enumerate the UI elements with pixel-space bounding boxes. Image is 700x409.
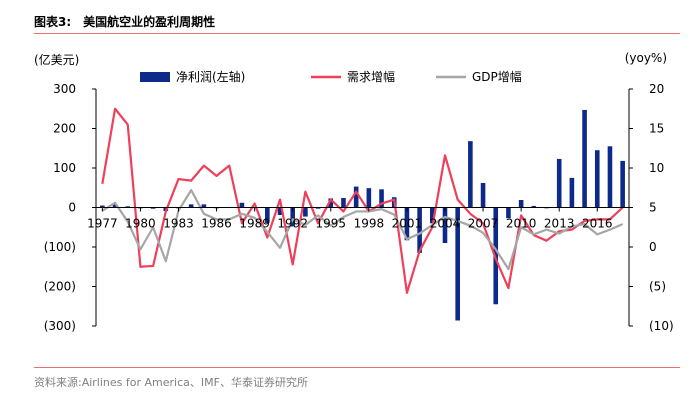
left-tick-label: (200) xyxy=(44,280,76,294)
x-tick-label: 1995 xyxy=(316,217,347,231)
growth-lines xyxy=(101,107,624,294)
profit-bar-1995 xyxy=(328,198,334,208)
profit-bar-2003 xyxy=(430,207,435,224)
profit-bar-1984 xyxy=(188,204,194,208)
profit-bar-1991 xyxy=(277,207,283,215)
demand-growth-line xyxy=(101,107,624,294)
x-tick-label: 2001 xyxy=(392,217,423,231)
left-axis-unit: (亿美元) xyxy=(34,52,79,67)
left-tick-label: (100) xyxy=(44,240,76,254)
profit-bar-2010 xyxy=(518,200,524,208)
profit-bar-2011 xyxy=(531,205,537,208)
bottom-rule xyxy=(34,367,680,368)
profit-bar-1990 xyxy=(265,207,270,223)
right-tick-label: 15 xyxy=(649,122,664,136)
x-tick-label: 2010 xyxy=(506,217,537,231)
x-tick-label: 2004 xyxy=(430,217,461,231)
x-tick-label: 1977 xyxy=(87,217,118,231)
right-tick-label: 20 xyxy=(649,82,664,96)
profit-bar-1978 xyxy=(112,204,118,208)
profit-bar-2002 xyxy=(417,207,422,253)
profit-bar-2004 xyxy=(442,207,448,244)
profit-bar-1988 xyxy=(239,202,245,208)
source-note: 资料来源:Airlines for America、IMF、华泰证券研究所 xyxy=(34,376,308,389)
profit-bar-1977 xyxy=(100,205,105,208)
top-rule xyxy=(34,33,680,34)
left-tick-label: 300 xyxy=(53,82,76,96)
profit-bar-1998 xyxy=(366,188,372,208)
legend-label-profit: 净利润(左轴) xyxy=(176,69,245,84)
right-tick-label: 0 xyxy=(649,240,657,254)
left-tick-label: 100 xyxy=(53,161,76,175)
x-tick-label: 1989 xyxy=(239,217,270,231)
profit-bar-2009 xyxy=(506,207,511,219)
x-tick-label: 2013 xyxy=(544,217,575,231)
right-axis-unit: (yoy%) xyxy=(625,51,667,65)
profit-bar-1992 xyxy=(290,207,295,227)
x-tick-label: 1983 xyxy=(163,217,194,231)
figure-label: 图表3: xyxy=(34,15,72,29)
right-tick-label: 10 xyxy=(649,161,664,175)
profit-bar-1994 xyxy=(315,207,321,209)
profit-bar-2001 xyxy=(404,207,410,241)
profit-bar-1985 xyxy=(201,204,207,208)
profit-bar-1981 xyxy=(150,207,156,209)
profit-bar-2006 xyxy=(468,141,473,208)
profit-bar-1999 xyxy=(379,189,384,208)
legend-swatch-profit xyxy=(140,72,170,82)
profit-bar-2017 xyxy=(607,146,613,208)
profit-bar-1979 xyxy=(125,206,131,208)
right-tick-label: (5) xyxy=(649,280,666,294)
profit-bar-1996 xyxy=(341,198,346,208)
left-tick-label: 0 xyxy=(68,201,76,215)
profit-bar-2018 xyxy=(620,160,625,208)
chart-axes: 300 200 100 0 (100) (200) (300) 20 15 10 5 0 (5) (10)… xyxy=(34,51,674,333)
profit-bar-2005 xyxy=(455,207,460,321)
right-tick-label: (10) xyxy=(649,319,674,333)
figure-header: 图表3: 美国航空业的盈利周期性 xyxy=(34,13,215,30)
profit-bar-2016 xyxy=(594,150,600,208)
right-tick-label: 5 xyxy=(649,201,657,215)
x-tick-label: 1986 xyxy=(201,217,232,231)
x-tick-label: 1992 xyxy=(277,217,308,231)
x-tick-label: 2007 xyxy=(468,217,499,231)
gdp-growth-line xyxy=(101,189,624,271)
legend-label-demand: 需求增幅 xyxy=(347,69,395,84)
left-tick-label: (300) xyxy=(44,319,76,333)
profit-bar-1997 xyxy=(353,186,359,208)
x-tick-label: 1998 xyxy=(354,217,385,231)
profit-bar-2013 xyxy=(556,158,562,208)
profit-bar-2007 xyxy=(480,183,486,208)
legend-label-gdp: GDP增幅 xyxy=(472,69,522,84)
x-tick-label: 1980 xyxy=(125,217,156,231)
x-tick-label: 2016 xyxy=(582,217,613,231)
profit-bar-1993 xyxy=(303,207,308,217)
figure-title: 美国航空业的盈利周期性 xyxy=(83,15,216,29)
chart-legend: 净利润(左轴) 需求增幅 GDP增幅 xyxy=(140,69,522,84)
profit-bars xyxy=(100,109,625,321)
left-tick-label: 200 xyxy=(53,122,76,136)
profit-bar-2014 xyxy=(569,177,575,208)
profit-bar-2015 xyxy=(582,109,587,208)
